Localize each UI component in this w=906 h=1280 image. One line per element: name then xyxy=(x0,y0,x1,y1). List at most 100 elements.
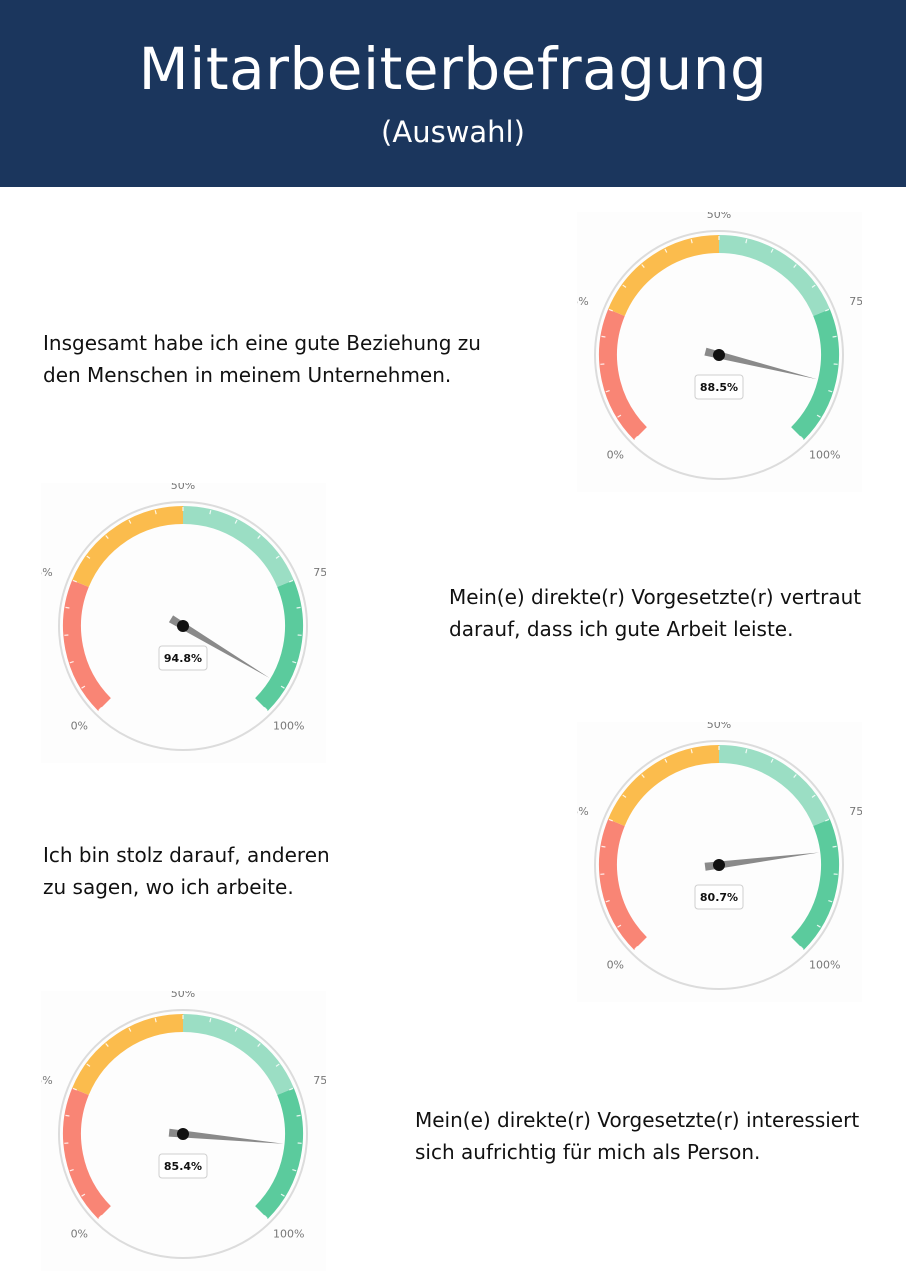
gauge-value-box xyxy=(694,884,744,910)
gauge-chart-4: 0% 25% 50% 75% 100% 85.4% xyxy=(41,991,326,1271)
gauge-tick xyxy=(825,818,830,822)
gauge-tick xyxy=(622,284,627,288)
gauge-tick xyxy=(601,335,606,338)
gauge-tick xyxy=(280,685,285,689)
gauge-tick xyxy=(745,749,748,754)
gauge-needle-hub xyxy=(177,620,189,632)
gauge-tick xyxy=(257,1043,261,1047)
gauge-tick xyxy=(617,414,622,418)
gauge-tick xyxy=(605,899,610,903)
gauge-tick xyxy=(605,389,610,393)
gauge-tick xyxy=(799,945,804,950)
gauge-band-4 xyxy=(254,580,303,711)
page-title: Mitarbeiterbefragung xyxy=(138,35,768,103)
gauge-tick-label: 0% xyxy=(607,959,624,972)
gauge-needle-hub xyxy=(713,349,725,361)
gauge-tick xyxy=(292,1168,297,1172)
gauge-tick xyxy=(81,685,86,689)
gauge-band-1 xyxy=(63,580,112,711)
gauge-band-2 xyxy=(608,235,720,317)
gauge-tick-label: 25% xyxy=(577,295,589,308)
gauge-outer-ring xyxy=(594,740,844,990)
gauge-band-2 xyxy=(608,745,720,827)
gauge-tick-label: 50% xyxy=(171,483,195,492)
gauge-tick-label: 50% xyxy=(707,212,731,221)
gauge-tick xyxy=(608,308,613,312)
gauge-band-1 xyxy=(599,309,648,440)
gauge-tick xyxy=(825,308,830,312)
gauge-tick xyxy=(234,1027,238,1032)
gauge-needle xyxy=(704,852,820,871)
gauge-tick xyxy=(832,335,837,338)
gauge-tick xyxy=(275,1063,280,1067)
gauge-tick xyxy=(793,264,797,268)
gauge-tick-label: 100% xyxy=(273,720,304,733)
gauge-tick xyxy=(296,606,301,609)
gauge-value-box xyxy=(158,645,208,671)
gauge-tick xyxy=(69,660,74,664)
gauge-chart-1: 0% 25% 50% 75% 100% 88.5% xyxy=(577,212,862,492)
gauge-tick xyxy=(816,924,821,928)
gauge-tick xyxy=(828,899,833,903)
gauge-value-label: 94.8% xyxy=(164,652,202,665)
gauge-tick xyxy=(634,435,639,440)
gauge-tick xyxy=(81,1193,86,1197)
gauge-tick xyxy=(98,706,103,711)
statement-4: Mein(e) direkte(r) Vorgesetzte(r) intere… xyxy=(415,1108,860,1164)
gauge-tick xyxy=(811,794,816,798)
gauge-tick-label: 50% xyxy=(707,722,731,731)
gauge-tick-label: 100% xyxy=(273,1228,304,1241)
gauge-tick xyxy=(154,510,157,515)
gauge-tick xyxy=(65,606,70,609)
gauge-tick xyxy=(296,1114,301,1117)
gauge-band-4 xyxy=(790,819,839,950)
gauge-outer-ring xyxy=(58,1009,308,1259)
gauge-tick xyxy=(770,758,774,763)
gauge-tick xyxy=(289,579,294,583)
gauge-needle xyxy=(704,347,817,380)
gauge-tick xyxy=(86,555,91,559)
gauge-tick xyxy=(275,555,280,559)
gauge-tick-label: 50% xyxy=(171,991,195,1000)
gauge-tick xyxy=(832,845,837,848)
gauge-value-label: 80.7% xyxy=(700,891,738,904)
gauge-tick-label: 25% xyxy=(41,566,53,579)
gauge-tick-label: 75% xyxy=(313,566,326,579)
gauge-tick xyxy=(664,248,668,253)
gauge-tick xyxy=(770,248,774,253)
gauge-value-label: 88.5% xyxy=(700,381,738,394)
gauge-tick xyxy=(811,284,816,288)
gauge-tick xyxy=(641,264,645,268)
gauge-tick-label: 25% xyxy=(577,805,589,818)
gauge-tick-label: 0% xyxy=(71,1228,88,1241)
gauge-tick xyxy=(601,845,606,848)
gauge-tick xyxy=(72,1087,77,1091)
gauge-tick xyxy=(634,945,639,950)
gauge-tick xyxy=(690,239,693,244)
gauge-tick xyxy=(664,758,668,763)
gauge-band-4 xyxy=(254,1088,303,1219)
gauge-tick xyxy=(690,749,693,754)
gauge-tick-label: 100% xyxy=(809,959,840,972)
gauge-tick xyxy=(257,535,261,539)
statement-1: Insgesamt habe ich eine gute Beziehung z… xyxy=(43,331,481,387)
gauge-tick xyxy=(234,519,238,524)
gauge-value-box xyxy=(158,1153,208,1179)
gauge-tick xyxy=(209,510,212,515)
gauge-needle xyxy=(168,1128,284,1144)
gauge-tick xyxy=(128,1027,132,1032)
gauge-tick xyxy=(289,1087,294,1091)
gauge-needle-hub xyxy=(177,1128,189,1140)
gauge-band-2 xyxy=(72,1014,184,1096)
gauge-tick xyxy=(69,1168,74,1172)
statement-3: Ich bin stolz darauf, anderen zu sagen, … xyxy=(43,843,330,899)
gauge-tick xyxy=(263,1214,268,1219)
statement-2: Mein(e) direkte(r) Vorgesetzte(r) vertra… xyxy=(449,585,862,641)
gauge-tick xyxy=(105,535,109,539)
gauge-tick xyxy=(98,1214,103,1219)
header-banner: Mitarbeiterbefragung (Auswahl) xyxy=(0,0,906,187)
gauge-tick-label: 75% xyxy=(849,295,862,308)
gauge-band-3 xyxy=(718,235,830,317)
gauge-tick xyxy=(209,1018,212,1023)
gauge-tick xyxy=(105,1043,109,1047)
